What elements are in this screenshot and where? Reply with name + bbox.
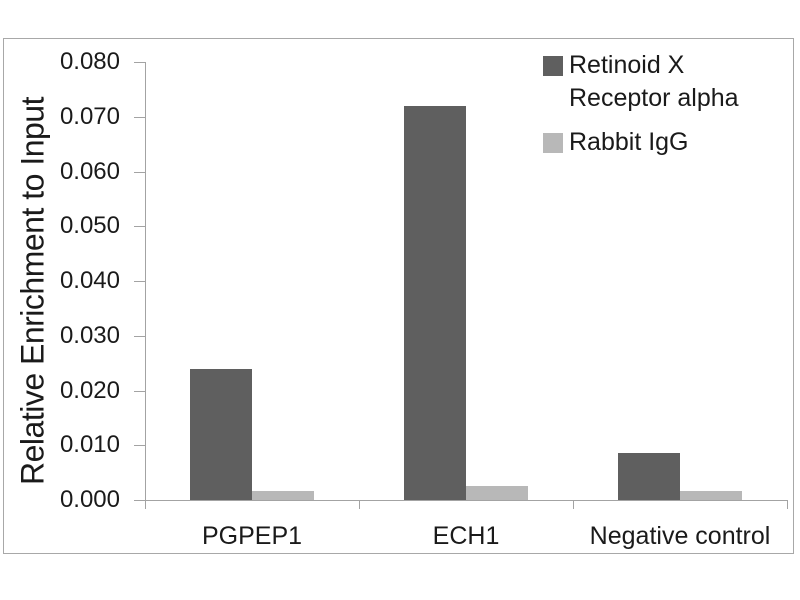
legend-swatch-icon <box>543 56 563 76</box>
legend-entry: Rabbit IgG <box>543 126 788 159</box>
y-tick-label: 0.030 <box>59 322 120 349</box>
y-tick-label: 0.070 <box>59 103 120 130</box>
y-tick-mark <box>134 117 145 118</box>
y-tick-label: 0.050 <box>59 212 120 239</box>
y-tick-mark <box>134 500 145 501</box>
y-tick-mark <box>134 445 145 446</box>
bar-igg-negative-control <box>680 491 742 500</box>
legend-swatch-icon <box>543 133 563 153</box>
x-tick-mark <box>573 500 574 509</box>
y-tick-label: 0.010 <box>59 431 120 458</box>
y-tick-mark <box>134 336 145 337</box>
x-tick-mark <box>787 500 788 509</box>
bar-antibody-negative-control <box>618 453 680 500</box>
y-tick-label: 0.080 <box>59 48 120 75</box>
x-axis-line <box>145 500 788 501</box>
x-tick-mark <box>359 500 360 509</box>
y-tick-mark <box>134 391 145 392</box>
legend-label: Retinoid X Receptor alpha <box>569 51 739 112</box>
y-tick-label: 0.000 <box>59 486 120 513</box>
bar-antibody-ech1 <box>404 106 466 500</box>
legend-label: Rabbit IgG <box>569 128 689 156</box>
category-label: Negative control <box>589 522 771 550</box>
y-tick-mark <box>134 226 145 227</box>
bar-igg-pgpep1 <box>252 491 314 500</box>
y-tick-label: 0.020 <box>59 377 120 404</box>
category-label: ECH1 <box>432 522 500 550</box>
y-tick-mark <box>134 281 145 282</box>
legend-entry: Retinoid X Receptor alpha <box>543 49 788 115</box>
category-label: PGPEP1 <box>201 522 303 550</box>
y-tick-label: 0.060 <box>59 158 120 185</box>
y-tick-label: 0.040 <box>59 267 120 294</box>
y-axis-line <box>145 62 146 509</box>
bar-igg-ech1 <box>466 486 528 500</box>
y-tick-mark <box>134 172 145 173</box>
legend: Retinoid X Receptor alpha Rabbit IgG <box>543 49 788 170</box>
y-tick-mark <box>134 62 145 63</box>
bar-antibody-pgpep1 <box>190 369 252 500</box>
